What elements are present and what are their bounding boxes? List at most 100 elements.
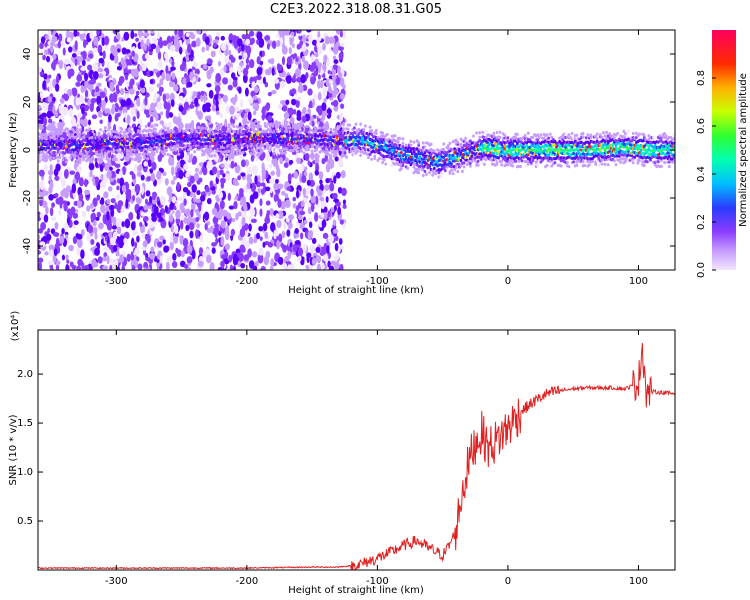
spectrogram-cell [54, 232, 60, 238]
spectrogram-cell [308, 221, 313, 229]
spectrogram-cell [280, 80, 286, 88]
spectrogram-cell [255, 125, 259, 129]
chart-title: C2E3.2022.318.08.31.G05 [270, 2, 442, 17]
spectrogram-cell [100, 180, 107, 189]
spectrogram-cell [315, 195, 319, 205]
spectrogram-cell [254, 119, 258, 124]
spectrogram-cell [111, 225, 117, 230]
spectrogram-cell [327, 159, 334, 169]
spectrogram-cell [324, 127, 328, 131]
spectrogram-cell [52, 62, 56, 71]
spectrogram-cell [231, 34, 238, 45]
spectrogram-cell [66, 259, 70, 264]
spectrogram-cell [45, 233, 52, 241]
spectrogram-cell [319, 179, 323, 185]
spectrogram-cell [572, 160, 576, 164]
spectrogram-cell [559, 164, 563, 168]
spectrogram-cell [323, 97, 327, 104]
spectrogram-cell [157, 31, 161, 40]
spectrogram-cell [119, 254, 125, 263]
spectrogram-cell [278, 30, 285, 37]
spectrogram-cell [171, 260, 178, 268]
spectrogram-cell [492, 131, 496, 136]
spectrogram-cell [256, 56, 261, 65]
spectrogram-cell [282, 262, 288, 270]
spectrogram-cell [155, 113, 159, 122]
spectrogram-cell [165, 73, 170, 82]
spectrogram-cell [254, 85, 260, 94]
spectrogram-cell [457, 147, 461, 152]
spectrogram-cell [330, 207, 335, 213]
spectrogram-cell [222, 77, 229, 85]
spectrogram-cell [164, 52, 169, 60]
spectrogram-cell [51, 202, 55, 208]
spectrogram-cell [55, 260, 61, 266]
spectrogram-cell [232, 76, 238, 82]
spectrogram-cell [264, 35, 271, 41]
spectrogram-cell [575, 163, 579, 167]
spectrogram-cell [307, 160, 311, 166]
spectrogram-cell [177, 152, 181, 156]
spectrogram-cell [81, 210, 87, 218]
spectrogram-cell [333, 261, 340, 270]
spectrogram-cell [45, 126, 49, 131]
spectrogram-cell [232, 255, 239, 266]
spectrogram-cell [114, 202, 118, 209]
spectrogram-cell [61, 154, 65, 158]
spectrogram-cell [122, 166, 126, 176]
spectrogram-cell [476, 163, 480, 167]
spectrogram-cell [61, 254, 65, 261]
spectrogram-cell [429, 142, 433, 146]
spectrogram-cell [329, 127, 333, 132]
spectrogram-cell [296, 157, 302, 164]
spectrogram-cell [240, 172, 246, 177]
spectrogram-cell [55, 163, 61, 172]
spectrogram-cell [243, 254, 250, 261]
spectrogram-cell [321, 246, 327, 257]
spectrogram-cell [310, 76, 316, 85]
spectrogram-cell [284, 125, 287, 129]
spectrogram-cell [288, 214, 295, 221]
spectrogram-cell [302, 243, 307, 252]
spectrogram-cell [192, 155, 197, 165]
spectrogram-cell [143, 42, 147, 52]
spectrogram-cell [38, 104, 42, 110]
spectrogram-cell [97, 256, 103, 264]
spectrogram-cell [76, 165, 83, 172]
spectrogram-cell [481, 130, 485, 134]
spectrogram-cell [301, 55, 306, 63]
spectrogram-cell [143, 32, 150, 37]
spectrogram-cell [70, 206, 76, 216]
spectrogram-cell [255, 181, 261, 188]
spectrogram-cell [184, 72, 188, 79]
spectrogram-cell [53, 248, 58, 256]
spectrogram-cell [69, 170, 76, 175]
spectrogram-cell [206, 197, 212, 205]
spectrogram-cell [143, 204, 149, 211]
spectrogram-cell [74, 58, 78, 66]
spectrogram-cell [179, 126, 182, 130]
spectrogram-cell [287, 222, 293, 230]
spectrogram-cell [100, 173, 104, 181]
spectrogram-cell [346, 127, 350, 131]
spectrogram-cell [332, 91, 337, 98]
spectrogram-cell [52, 105, 56, 115]
spectrogram-cell [294, 228, 299, 234]
spectrogram-cell [73, 220, 79, 226]
spectrogram-cell [334, 254, 340, 262]
spectrogram-cell [475, 131, 478, 135]
spectrogram-cell [401, 137, 405, 141]
spectrogram-cell [54, 110, 59, 118]
spectrogram-cell [195, 216, 200, 222]
spectrogram-cell [63, 168, 69, 179]
spectrogram-cell [38, 169, 45, 177]
spectrogram-cell [224, 56, 229, 64]
spectrogram-cell [70, 116, 77, 127]
spectrogram-cell [192, 77, 196, 83]
spectrogram-cell [250, 208, 256, 217]
spectrogram-cell [227, 192, 231, 201]
spectrogram-cell [257, 152, 261, 156]
spectrogram-cell [191, 94, 196, 100]
spectrogram-cell [141, 103, 145, 112]
spectrogram-cell [210, 154, 214, 158]
